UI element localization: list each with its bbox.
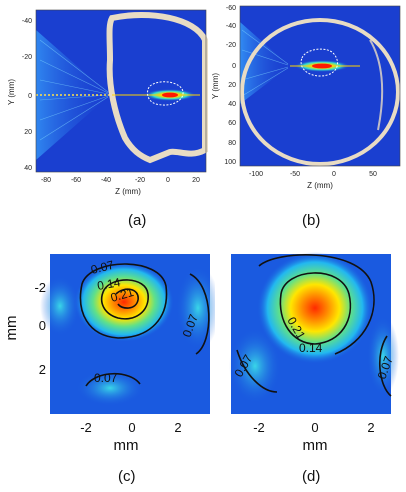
x-tick: 0 (332, 171, 336, 178)
x-tick: -40 (101, 177, 111, 184)
focal-spot (257, 252, 373, 364)
x-axis-label: Z (mm) (307, 181, 333, 190)
focal-core (162, 92, 178, 98)
beam-ripples (39, 39, 109, 141)
contour-line (258, 254, 375, 355)
y-tick: 100 (224, 159, 236, 166)
y-tick: 60 (228, 120, 236, 127)
x-tick: 0 (166, 177, 170, 184)
panel-b-field-map: -60 -40 -20 0 20 40 60 80 100 Y (mm) -10… (211, 5, 401, 190)
axes-frame (239, 5, 401, 167)
x-tick: -80 (41, 177, 51, 184)
y-tick: -20 (22, 54, 32, 61)
target-contour (147, 81, 184, 106)
x-tick: 0 (128, 420, 135, 435)
contour-line (236, 349, 278, 393)
y-tick: 20 (24, 129, 32, 136)
focal-core (312, 63, 332, 69)
panel-d-contour-map: 0.21 0.14 0.07 0.07 -2 0 2 mm (229, 252, 399, 454)
side-lobe (229, 328, 281, 404)
plot-area (240, 6, 400, 166)
x-tick-labels: -100 -50 0 50 (249, 171, 377, 178)
contour-line (378, 335, 392, 397)
y-tick: -60 (226, 5, 236, 12)
y-tick: 0 (232, 63, 236, 70)
contour-line (115, 288, 139, 309)
y-tick: 0 (28, 93, 32, 100)
x-tick-labels: -80 -60 -40 -20 0 20 (41, 177, 200, 184)
contour-line (79, 263, 168, 339)
x-tick: 2 (174, 420, 181, 435)
beam-ripples (241, 29, 289, 97)
x-tick: 20 (192, 177, 200, 184)
contour-label: 0.07 (89, 258, 115, 277)
caption-b: (b) (302, 212, 321, 229)
contour-label: 0.14 (96, 275, 122, 293)
beam-fan (240, 22, 290, 104)
side-lobe (367, 316, 399, 396)
x-tick-labels: -2 0 2 (253, 420, 374, 435)
x-tick: -2 (80, 420, 92, 435)
y-tick-labels: -60 -40 -20 0 20 40 60 80 100 (224, 5, 236, 166)
y-tick: 80 (228, 140, 236, 147)
contour-line (100, 279, 149, 320)
y-tick: 40 (24, 165, 32, 172)
contour-line (279, 272, 352, 345)
y-tick-labels: -40 -20 0 20 40 (22, 18, 32, 172)
x-tick: 2 (367, 420, 374, 435)
y-tick: -40 (226, 23, 236, 30)
x-tick: -100 (249, 171, 263, 178)
contour-label: 0.21 (109, 285, 136, 305)
axes-frame (35, 9, 207, 173)
y-tick: 2 (39, 362, 46, 377)
panel-a-field-map: -40 -20 0 20 40 Y (mm) -80 -60 -40 -20 0… (7, 9, 208, 196)
x-tick: -60 (71, 177, 81, 184)
contour-label: 0.07 (94, 371, 118, 385)
caption-d: (d) (302, 468, 321, 485)
x-tick-labels: -2 0 2 (80, 420, 181, 435)
y-axis-label: Y (mm) (7, 79, 16, 105)
y-tick-labels: -2 0 2 (34, 280, 46, 377)
contour-line (189, 273, 210, 355)
y-tick: -2 (34, 280, 46, 295)
x-tick: -50 (290, 171, 300, 178)
y-tick: 0 (39, 318, 46, 333)
side-lobe (40, 276, 80, 336)
y-tick: 40 (228, 101, 236, 108)
x-tick: 0 (311, 420, 318, 435)
contour-label: 0.14 (299, 341, 323, 355)
panel-c-contour-map: 0.07 0.14 0.21 0.07 0.07 -2 0 2 mm -2 0 … (3, 254, 215, 454)
y-tick: -20 (226, 42, 236, 49)
side-lobe (176, 266, 215, 350)
contour-line (85, 373, 141, 387)
x-axis-label: Z (mm) (115, 187, 141, 196)
x-tick: 50 (369, 171, 377, 178)
caption-c: (c) (118, 468, 136, 485)
skull-outline (106, 11, 208, 164)
caption-a: (a) (128, 212, 147, 229)
y-tick: -40 (22, 18, 32, 25)
skull-inner-ridge (369, 39, 384, 131)
y-tick: 20 (228, 82, 236, 89)
x-tick: -20 (135, 177, 145, 184)
skull-outline (240, 18, 400, 166)
y-axis-label: Y (mm) (211, 73, 220, 99)
focal-spot (74, 262, 174, 342)
x-axis-label: mm (114, 437, 139, 454)
x-tick: -2 (253, 420, 265, 435)
x-axis-label: mm (303, 437, 328, 454)
y-axis-label: mm (3, 316, 20, 341)
target-contour (300, 48, 338, 77)
